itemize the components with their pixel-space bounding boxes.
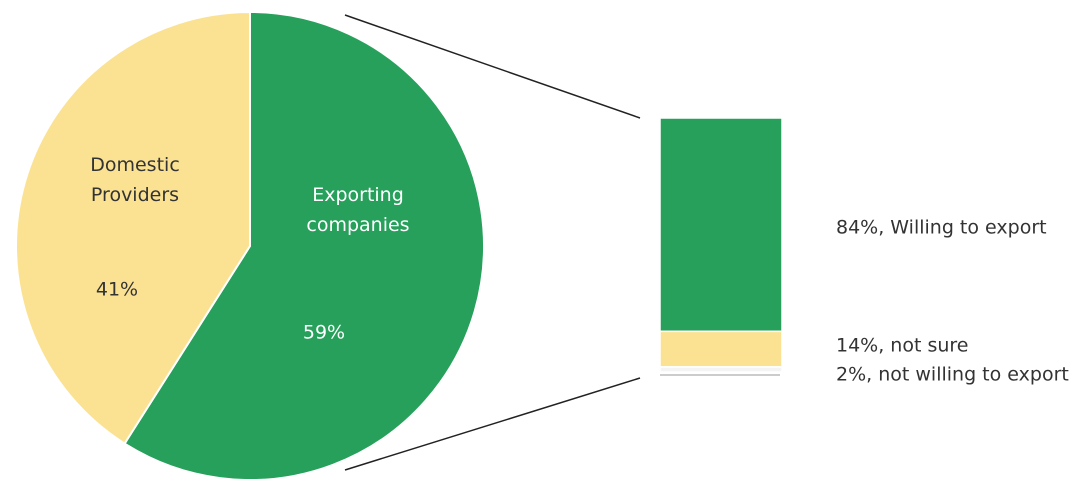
segment-label: 84%, Willing to export <box>836 217 1047 239</box>
slice-name: Exporting companies <box>306 184 409 236</box>
connector-line <box>344 14 641 119</box>
slice-value-label: 59% <box>303 322 345 344</box>
bar-segment <box>659 330 783 368</box>
connector-line <box>344 377 641 471</box>
segment-label: 2%, not willing to export <box>836 364 1069 386</box>
segment-label: 14%, not sure <box>836 335 969 357</box>
bar-segment <box>659 117 783 333</box>
slice-name: Domestic Providers <box>90 154 180 206</box>
bar-segment <box>659 366 783 373</box>
pie-slice <box>123 10 485 479</box>
pie-slice <box>15 10 251 445</box>
slice-value-label: 41% <box>96 279 138 301</box>
